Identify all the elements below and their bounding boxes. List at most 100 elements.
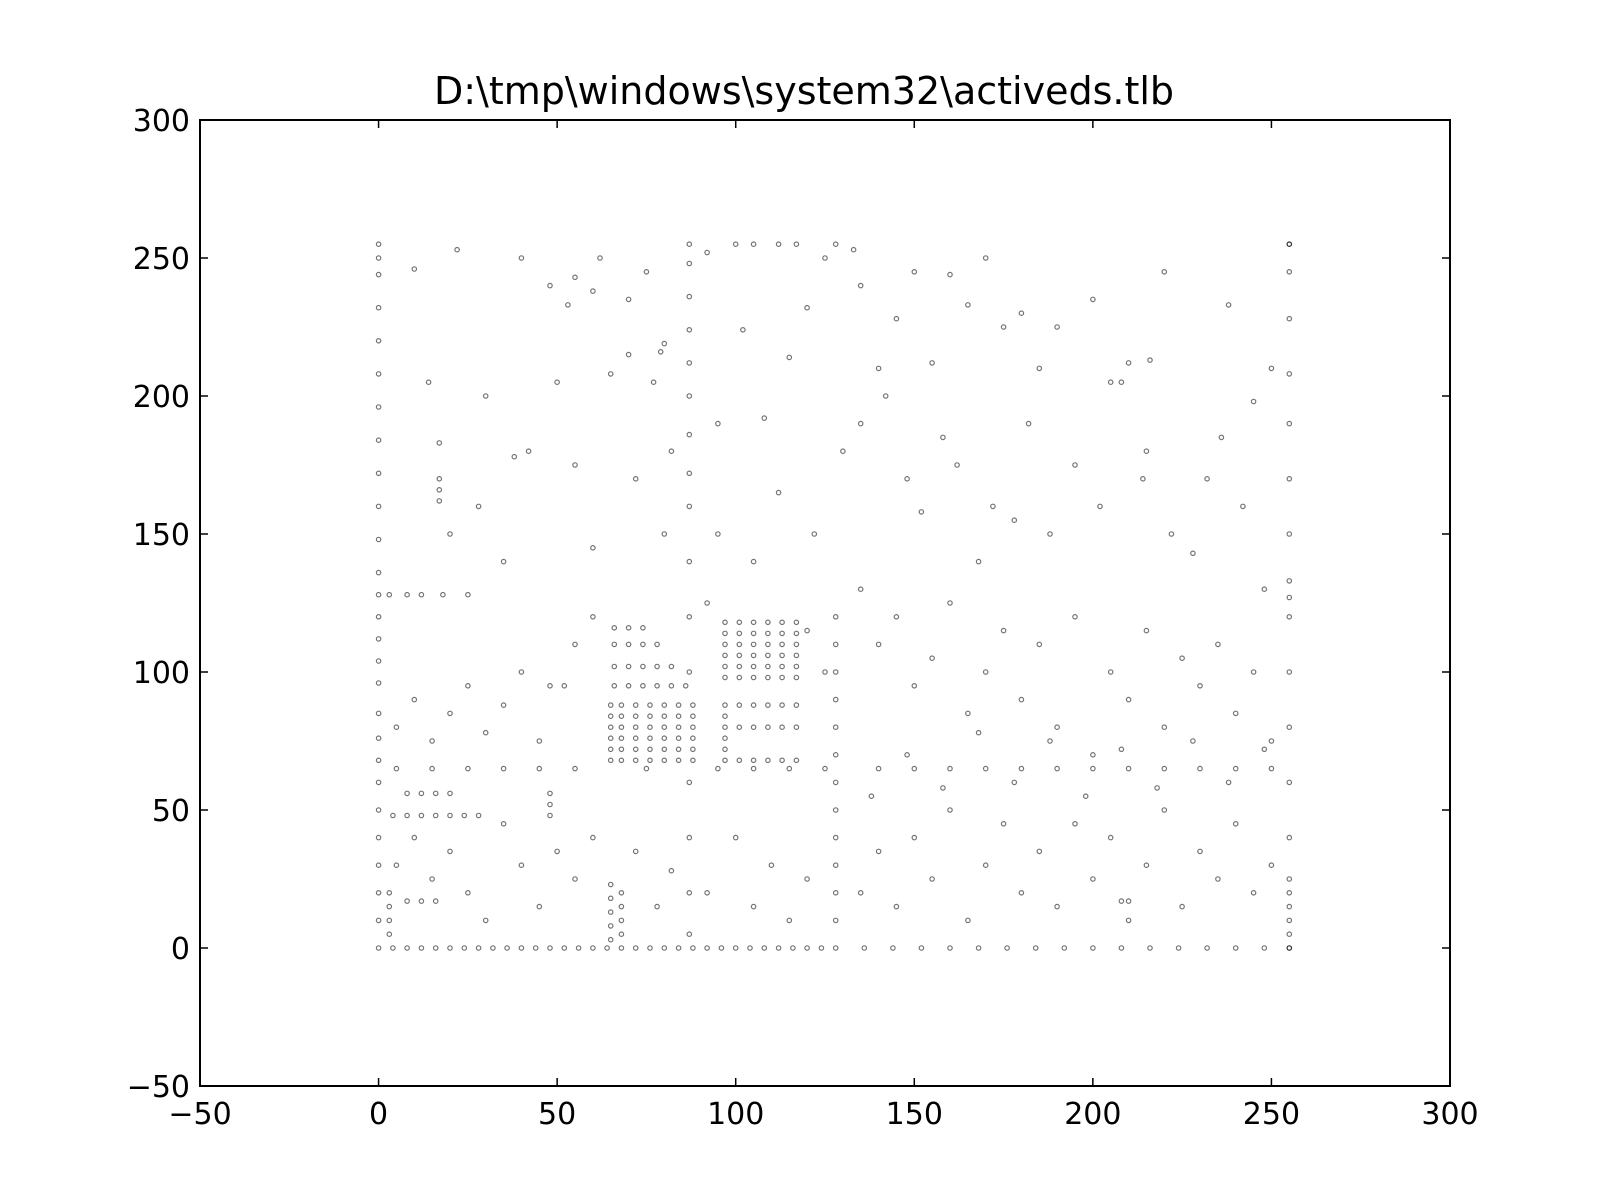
scatter-point bbox=[690, 735, 696, 742]
scatter-point bbox=[1286, 578, 1293, 584]
scatter-point bbox=[375, 834, 382, 841]
scatter-point bbox=[643, 765, 650, 772]
scatter-point bbox=[722, 663, 728, 670]
scatter-point bbox=[1286, 315, 1293, 322]
scatter-point bbox=[1261, 746, 1268, 753]
scatter-point bbox=[1286, 931, 1293, 938]
scatter-point bbox=[686, 669, 693, 675]
scatter-point bbox=[661, 531, 668, 537]
scatter-point bbox=[504, 945, 510, 951]
y-tick-label: 150 bbox=[133, 518, 190, 553]
scatter-point bbox=[686, 779, 693, 786]
scatter-point bbox=[750, 903, 757, 910]
scatter-point bbox=[765, 702, 771, 708]
scatter-point bbox=[607, 895, 614, 902]
scatter-point bbox=[607, 746, 614, 753]
scatter-point bbox=[1286, 594, 1293, 601]
scatter-point bbox=[1072, 613, 1078, 620]
scatter-point bbox=[804, 304, 810, 311]
scatter-point bbox=[618, 702, 625, 708]
scatter-point bbox=[832, 613, 839, 620]
scatter-point bbox=[1179, 655, 1185, 662]
scatter-point bbox=[1018, 696, 1025, 703]
scatter-point bbox=[765, 663, 771, 670]
scatter-point bbox=[1261, 586, 1268, 593]
scatter-point bbox=[804, 876, 810, 882]
scatter-point bbox=[447, 531, 453, 537]
scatter-point bbox=[386, 591, 393, 598]
scatter-point bbox=[590, 544, 596, 551]
scatter-point bbox=[375, 337, 382, 344]
scatter-point bbox=[375, 889, 382, 896]
scatter-point bbox=[686, 889, 693, 896]
scatter-point bbox=[482, 393, 489, 399]
y-tick-label: 200 bbox=[133, 380, 190, 415]
scatter-point bbox=[786, 354, 793, 361]
scatter-point bbox=[882, 393, 889, 399]
scatter-point bbox=[775, 241, 782, 248]
scatter-point bbox=[447, 812, 453, 819]
scatter-point bbox=[511, 453, 518, 460]
scatter-point bbox=[418, 945, 425, 951]
scatter-point bbox=[1090, 945, 1096, 951]
scatter-point bbox=[668, 682, 675, 689]
scatter-point bbox=[929, 876, 935, 882]
scatter-point bbox=[607, 713, 614, 720]
scatter-point bbox=[1036, 848, 1043, 855]
scatter-point bbox=[1018, 765, 1025, 772]
scatter-point bbox=[611, 682, 618, 689]
scatter-point bbox=[547, 812, 553, 819]
scatter-point bbox=[461, 945, 468, 951]
scatter-point bbox=[375, 658, 382, 664]
scatter-point bbox=[779, 641, 785, 648]
scatter-point bbox=[418, 591, 425, 598]
scatter-point bbox=[618, 757, 625, 764]
scatter-point bbox=[386, 931, 393, 938]
scatter-point bbox=[611, 624, 618, 631]
scatter-point bbox=[661, 746, 668, 753]
scatter-point bbox=[722, 757, 728, 764]
scatter-point bbox=[554, 848, 560, 855]
scatter-point bbox=[1036, 641, 1043, 648]
scatter-point bbox=[572, 641, 578, 648]
scatter-point bbox=[1286, 903, 1293, 910]
scatter-point bbox=[893, 613, 900, 620]
scatter-point bbox=[1225, 302, 1232, 308]
scatter-point bbox=[850, 246, 857, 253]
scatter-point bbox=[982, 669, 989, 675]
scatter-point bbox=[432, 812, 439, 819]
scatter-point bbox=[686, 393, 693, 399]
scatter-point bbox=[779, 674, 785, 681]
scatter-point bbox=[632, 746, 639, 753]
scatter-point bbox=[793, 652, 800, 659]
scatter-point bbox=[386, 889, 393, 896]
scatter-point bbox=[375, 807, 382, 813]
scatter-point bbox=[650, 379, 657, 386]
scatter-point bbox=[1025, 420, 1032, 427]
scatter-point bbox=[1047, 738, 1053, 744]
scatter-point bbox=[940, 785, 946, 791]
scatter-point bbox=[632, 724, 639, 731]
scatter-point bbox=[1143, 448, 1150, 455]
scatter-point bbox=[1090, 296, 1096, 303]
scatter-point bbox=[418, 812, 425, 819]
scatter-point bbox=[811, 531, 818, 537]
scatter-point bbox=[618, 917, 625, 924]
scatter-point bbox=[643, 268, 650, 275]
scatter-point bbox=[765, 674, 771, 681]
scatter-point bbox=[465, 591, 471, 598]
scatter-point bbox=[607, 881, 614, 888]
scatter-point bbox=[1286, 613, 1293, 620]
scatter-point bbox=[1240, 503, 1246, 510]
scatter-point bbox=[375, 241, 382, 248]
scatter-point bbox=[1204, 475, 1210, 482]
scatter-point bbox=[779, 702, 785, 708]
scatter-point bbox=[625, 351, 632, 358]
x-tick-label: 50 bbox=[538, 1097, 576, 1132]
scatter-point bbox=[911, 765, 918, 772]
scatter-point bbox=[1107, 834, 1114, 841]
scatter-point bbox=[690, 724, 696, 731]
scatter-point bbox=[625, 641, 632, 648]
scatter-point bbox=[1125, 765, 1132, 772]
scatter-point bbox=[429, 738, 435, 744]
